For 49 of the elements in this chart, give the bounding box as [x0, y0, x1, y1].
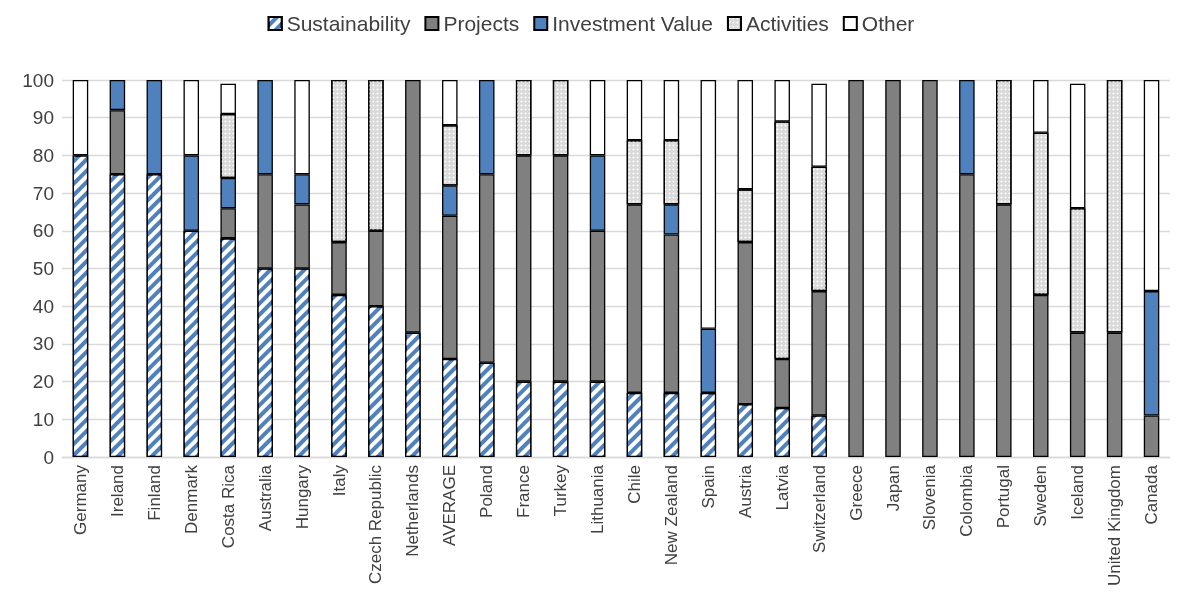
x-tick-label: New Zealand — [661, 465, 681, 566]
x-tick-label: Hungary — [292, 464, 312, 530]
x-tick-label: Australia — [255, 464, 275, 532]
y-tick-label: 50 — [32, 258, 54, 279]
x-tick-label: Colombia — [957, 464, 977, 537]
x-tick-label: Sweden — [1031, 465, 1051, 527]
y-tick-label: 80 — [32, 144, 54, 166]
x-tick-label: Denmark — [181, 464, 201, 534]
bar — [922, 80, 938, 457]
y-tick-label: 20 — [32, 371, 54, 393]
x-tick-label: Ireland — [107, 465, 127, 517]
x-tick-label: Japan — [883, 465, 903, 512]
legend-label: Sustainability — [286, 12, 411, 35]
x-tick-label: Canada — [1142, 464, 1162, 525]
y-tick-label: 100 — [22, 69, 54, 91]
x-tick-label: Lithuania — [588, 464, 608, 535]
x-tick-label: Latvia — [772, 464, 792, 511]
y-tick-label: 30 — [32, 333, 54, 355]
x-tick-label: Netherlands — [403, 465, 423, 557]
x-tick-label: Germany — [70, 464, 90, 535]
x-tick-label: Poland — [477, 465, 497, 518]
y-tick-label: 60 — [32, 220, 54, 242]
x-tick-label: Portugal — [994, 465, 1014, 529]
x-tick-label: Switzerland — [809, 465, 829, 553]
y-tick-label: 70 — [32, 182, 54, 204]
x-tick-label: Finland — [144, 465, 164, 521]
x-tick-label: Chile — [624, 465, 644, 504]
legend-label: Projects — [443, 12, 520, 35]
x-tick-label: Slovenia — [920, 464, 940, 531]
x-tick-label: Turkey — [551, 464, 571, 517]
x-tick-label: Spain — [698, 465, 718, 509]
legend-label: Investment Value — [552, 12, 713, 35]
legend-label: Activities — [745, 12, 829, 35]
bar — [885, 80, 901, 457]
x-tick-label: France — [514, 465, 534, 518]
x-tick-label: Iceland — [1068, 465, 1088, 520]
x-tick-label: Austria — [735, 464, 755, 518]
x-tick-label: AVERAGE — [440, 465, 460, 546]
x-tick-label: United Kingdom — [1105, 465, 1125, 586]
y-tick-label: 40 — [32, 295, 54, 317]
x-tick-label: Costa Rica — [218, 464, 238, 549]
y-tick-label: 90 — [32, 107, 54, 129]
x-tick-label: Czech Republic — [366, 464, 386, 585]
x-tick-label: Italy — [329, 464, 349, 497]
x-tick-label: Greece — [846, 465, 866, 521]
y-tick-label: 10 — [32, 408, 54, 430]
bar — [848, 80, 864, 457]
legend-label: Other — [861, 12, 915, 35]
y-tick-label: 0 — [43, 446, 54, 468]
